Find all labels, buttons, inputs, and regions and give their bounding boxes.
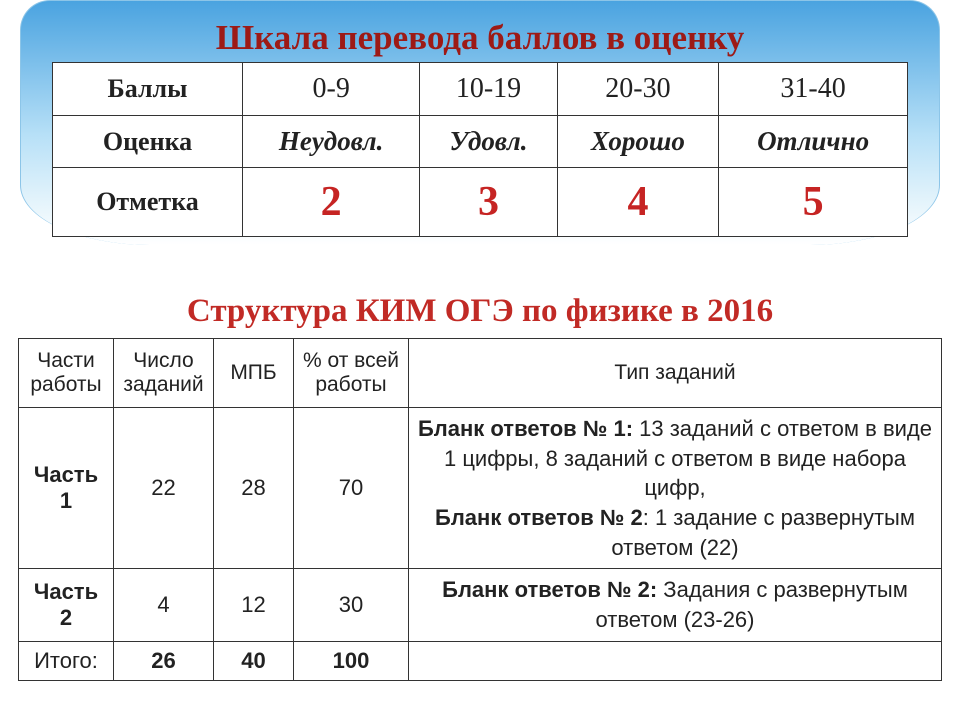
total-pct-cell: 100 (294, 641, 409, 680)
table-row: Части работы Число заданий МПБ % от всей… (19, 339, 942, 408)
score-range-cell: 10-19 (420, 63, 557, 116)
grade-text-cell: Неудовл. (243, 116, 420, 168)
col-header-type: Тип заданий (409, 339, 942, 408)
row-header-mark: Отметка (53, 168, 243, 237)
table-row: Баллы 0-9 10-19 20-30 31-40 (53, 63, 908, 116)
mpb-cell: 28 (214, 408, 294, 569)
title-scale: Шкала перевода баллов в оценку (28, 10, 932, 62)
table-row: Часть 1 22 28 70 Бланк ответов № 1: 13 з… (19, 408, 942, 569)
total-mpb-cell: 40 (214, 641, 294, 680)
col-header-mpb: МПБ (214, 339, 294, 408)
task-count-cell: 4 (114, 569, 214, 641)
table-row: Отметка 2 3 4 5 (53, 168, 908, 237)
mark-cell: 4 (557, 168, 718, 237)
grade-text-cell: Хорошо (557, 116, 718, 168)
task-count-cell: 22 (114, 408, 214, 569)
part-label: Часть 2 (19, 569, 114, 641)
mark-cell: 5 (719, 168, 908, 237)
row-header-grade: Оценка (53, 116, 243, 168)
table-row: Оценка Неудовл. Удовл. Хорошо Отлично (53, 116, 908, 168)
top-section: Шкала перевода баллов в оценку Баллы 0-9… (0, 0, 960, 267)
total-desc-empty (409, 641, 942, 680)
task-type-description: Бланк ответов № 1: 13 заданий с ответом … (409, 408, 942, 569)
score-range-cell: 20-30 (557, 63, 718, 116)
total-count-cell: 26 (114, 641, 214, 680)
score-range-cell: 31-40 (719, 63, 908, 116)
mark-cell: 2 (243, 168, 420, 237)
col-header-count: Число заданий (114, 339, 214, 408)
mark-cell: 3 (420, 168, 557, 237)
task-type-description: Бланк ответов № 2: Задания с развернутым… (409, 569, 942, 641)
grade-text-cell: Удовл. (420, 116, 557, 168)
mpb-cell: 12 (214, 569, 294, 641)
col-header-pct: % от всей работы (294, 339, 409, 408)
total-label: Итого: (19, 641, 114, 680)
col-header-parts: Части работы (19, 339, 114, 408)
part-label: Часть 1 (19, 408, 114, 569)
pct-cell: 30 (294, 569, 409, 641)
grade-text-cell: Отлично (719, 116, 908, 168)
score-scale-table: Баллы 0-9 10-19 20-30 31-40 Оценка Неудо… (52, 62, 908, 237)
table-row: Итого: 26 40 100 (19, 641, 942, 680)
table-row: Часть 2 4 12 30 Бланк ответов № 2: Задан… (19, 569, 942, 641)
title-structure: Структура КИМ ОГЭ по физике в 2016 (0, 267, 960, 338)
row-header-scores: Баллы (53, 63, 243, 116)
score-range-cell: 0-9 (243, 63, 420, 116)
pct-cell: 70 (294, 408, 409, 569)
kim-structure-table: Части работы Число заданий МПБ % от всей… (18, 338, 942, 681)
